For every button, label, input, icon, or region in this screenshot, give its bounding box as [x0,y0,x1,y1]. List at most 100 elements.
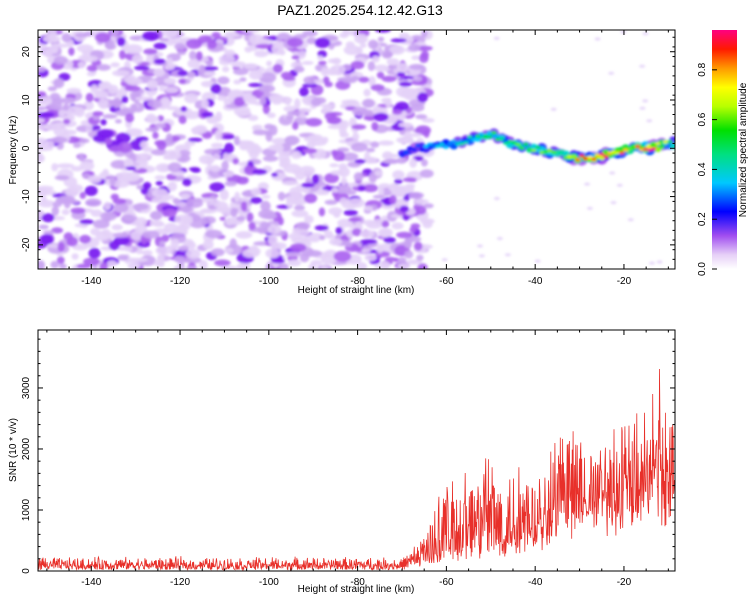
heatmap-cell [294,205,305,211]
heatmap-cell [136,184,144,190]
colorbar-tick-label: 0.6 [697,112,708,126]
heatmap-cell [323,76,330,85]
heatmap-cell [344,241,353,247]
heatmap-cell [157,253,165,263]
heatmap-cell [178,115,187,124]
heatmap-cell [93,90,109,99]
heatmap-cell [88,247,101,259]
heatmap-cell [370,84,385,91]
heatmap-cell [415,125,431,136]
heatmap-cell [420,159,428,167]
heatmap-cell [147,79,158,91]
heatmap-cell [363,184,378,193]
heatmap-cell [219,189,229,201]
heatmap-cell [342,30,350,36]
heatmap-cell [170,37,187,44]
heatmap-cell [214,259,231,267]
heatmap-cell [302,30,318,37]
heatmap-cell [370,141,380,148]
heatmap-cell [224,181,237,187]
heatmap-cell [378,186,385,197]
ridge-cell [487,135,493,139]
heatmap-cell [359,43,367,48]
heatmap-cell [254,50,269,58]
heatmap-cell [354,159,366,164]
heatmap-cell [301,60,314,65]
heatmap-cell [124,85,141,92]
heatmap-cell [248,69,263,80]
heatmap-cell [201,66,219,71]
heatmap-cell [277,216,284,226]
heatmap-cell [224,49,236,57]
heatmap-cell [243,63,258,70]
heatmap-cell [187,137,203,142]
heatmap-cell [112,202,129,213]
heatmap-cell [357,185,366,192]
heatmap-cell [386,58,400,66]
y-tick-label: 0 [21,568,32,574]
ridge-cell [451,139,457,143]
ridge-cell [519,146,525,150]
heatmap-cell [416,254,424,261]
heatmap-cell [79,191,87,199]
heatmap-cell [217,95,227,101]
heatmap-cell [335,226,343,235]
heatmap-cell [117,141,133,153]
heatmap-cell [286,197,294,209]
heatmap-cell [412,75,419,80]
heatmap-cell [271,172,278,177]
heatmap-cell [74,107,85,118]
heatmap-cell [104,39,115,50]
heatmap-cell [241,30,260,33]
heatmap-cell [53,78,65,89]
heatmap-cell [198,154,215,165]
heatmap-cell [230,61,246,68]
heatmap-cell [51,216,66,221]
heatmap-cell [398,81,412,87]
heatmap-cell [166,57,173,67]
heatmap-cell [124,44,143,55]
heatmap-cell [244,46,253,53]
heatmap-cell [413,204,420,211]
y-tick-label: -20 [21,237,32,252]
snr-x-label: Height of straight line (km) [298,584,415,595]
heatmap-cell [477,244,483,248]
heatmap-cell [83,31,94,37]
heatmap-cell [343,209,358,216]
ridge-cell [670,143,675,147]
snr-x-ticks: -140 -120 -100 -80 -60 -40 -20 [46,330,669,588]
heatmap-cell [52,43,59,54]
heatmap-cell [239,143,249,151]
heatmap-cell [66,87,82,94]
x-tick-label: -60 [439,577,454,588]
heatmap-cell [63,118,71,125]
heatmap-cell [351,228,362,237]
heatmap-cell [158,84,166,92]
heatmap-cell [263,86,270,97]
heatmap-cell [649,261,655,265]
heatmap-cell [627,218,634,222]
heatmap-cell [380,228,391,238]
heatmap-cell [219,216,226,221]
heatmap-cell [249,197,263,204]
heatmap-cell [177,223,191,231]
heatmap-cell [81,55,98,63]
ridge-cell [622,148,629,152]
heatmap-cell [70,207,86,214]
ridge-cell [571,155,577,159]
spectrogram-frame [37,29,676,270]
heatmap-cell [150,210,163,221]
heatmap-cell [124,77,138,83]
colorbar-gradient [712,30,737,269]
heatmap-cell [267,112,276,119]
heatmap-cell [233,96,246,107]
heatmap-cell [191,167,201,173]
heatmap-cell [298,108,312,113]
heatmap-cell [311,174,320,185]
heatmap-cell [303,76,318,85]
heatmap-cell [85,123,93,133]
colorbar-tick-label: 0.8 [697,62,708,76]
heatmap-cell [393,186,408,197]
heatmap-cell [104,137,113,146]
heatmap-cell [268,144,285,151]
